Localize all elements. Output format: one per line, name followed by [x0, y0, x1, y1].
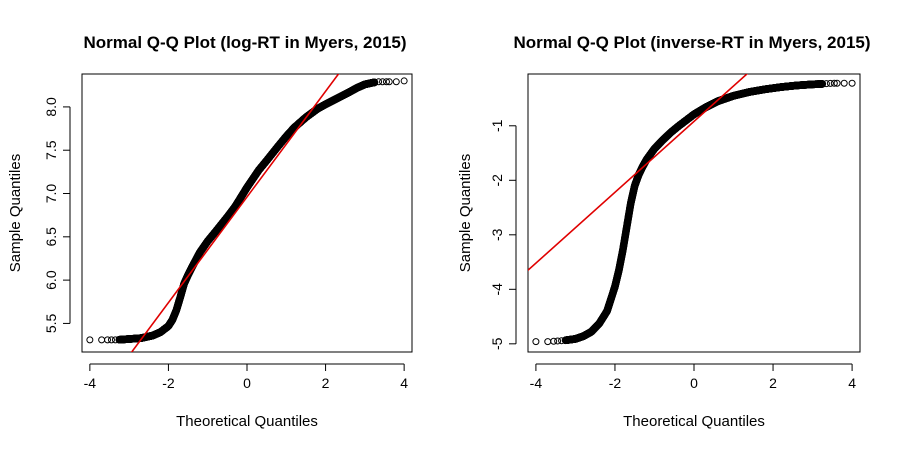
y-tick-label: 6.5: [43, 227, 59, 247]
x-tick-label: 0: [243, 375, 251, 391]
data-points: [86, 77, 408, 344]
chart-title: Normal Q-Q Plot (log-RT in Myers, 2015): [83, 33, 406, 52]
qq-reference-line: [528, 74, 749, 272]
y-tick-label: 7.0: [43, 184, 59, 204]
x-axis-label: Theoretical Quantiles: [623, 413, 765, 430]
data-point: [86, 336, 94, 344]
data-point: [370, 78, 379, 87]
data-point: [826, 79, 834, 87]
data-point: [840, 79, 848, 87]
y-tick-label: -5: [489, 337, 505, 350]
qq-plot-log-rt: Normal Q-Q Plot (log-RT in Myers, 2015) -…: [7, 33, 413, 430]
data-point: [385, 78, 393, 86]
plot-frame: [527, 73, 861, 353]
y-tick-label: 5.5: [43, 313, 59, 333]
x-tick-label: 2: [322, 375, 330, 391]
data-point: [554, 337, 562, 345]
data-point: [818, 80, 827, 88]
y-axis-label: Sample Quantiles: [7, 154, 24, 272]
y-tick-label: -3: [489, 228, 505, 241]
y-tick-label: 8.0: [43, 97, 59, 117]
data-point: [848, 79, 856, 87]
data-point: [104, 336, 112, 344]
y-tick-label: -2: [489, 174, 505, 187]
qq-plot-inverse-rt: Normal Q-Q Plot (inverse-RT in Myers, 20…: [457, 33, 871, 430]
x-tick-label: 4: [400, 375, 408, 391]
data-point: [544, 338, 552, 346]
data-point: [382, 78, 390, 86]
data-point: [833, 79, 841, 87]
data-point: [532, 338, 540, 346]
data-points: [532, 79, 856, 346]
data-point: [550, 337, 558, 345]
x-tick-label: -4: [84, 375, 97, 391]
data-point: [107, 336, 115, 344]
y-tick-label: -1: [489, 119, 505, 132]
x-tick-label: 0: [690, 375, 698, 391]
y-tick-label: -4: [489, 283, 505, 296]
x-tick-label: -2: [162, 375, 175, 391]
plot-frame: [81, 73, 413, 353]
data-point: [379, 78, 387, 86]
y-tick-label: 7.5: [43, 140, 59, 160]
x-tick-label: 4: [848, 375, 856, 391]
data-point: [392, 78, 400, 86]
x-axis-label: Theoretical Quantiles: [176, 413, 318, 430]
x-tick-label: -4: [530, 375, 543, 391]
y-tick-label: 6.0: [43, 270, 59, 290]
data-point: [830, 79, 838, 87]
qq-reference-line: [130, 74, 340, 352]
y-axis-label: Sample Quantiles: [457, 154, 474, 272]
chart-title: Normal Q-Q Plot (inverse-RT in Myers, 20…: [513, 33, 870, 52]
data-point: [98, 336, 106, 344]
x-tick-label: 2: [769, 375, 777, 391]
x-tick-label: -2: [609, 375, 622, 391]
data-point: [400, 77, 408, 85]
